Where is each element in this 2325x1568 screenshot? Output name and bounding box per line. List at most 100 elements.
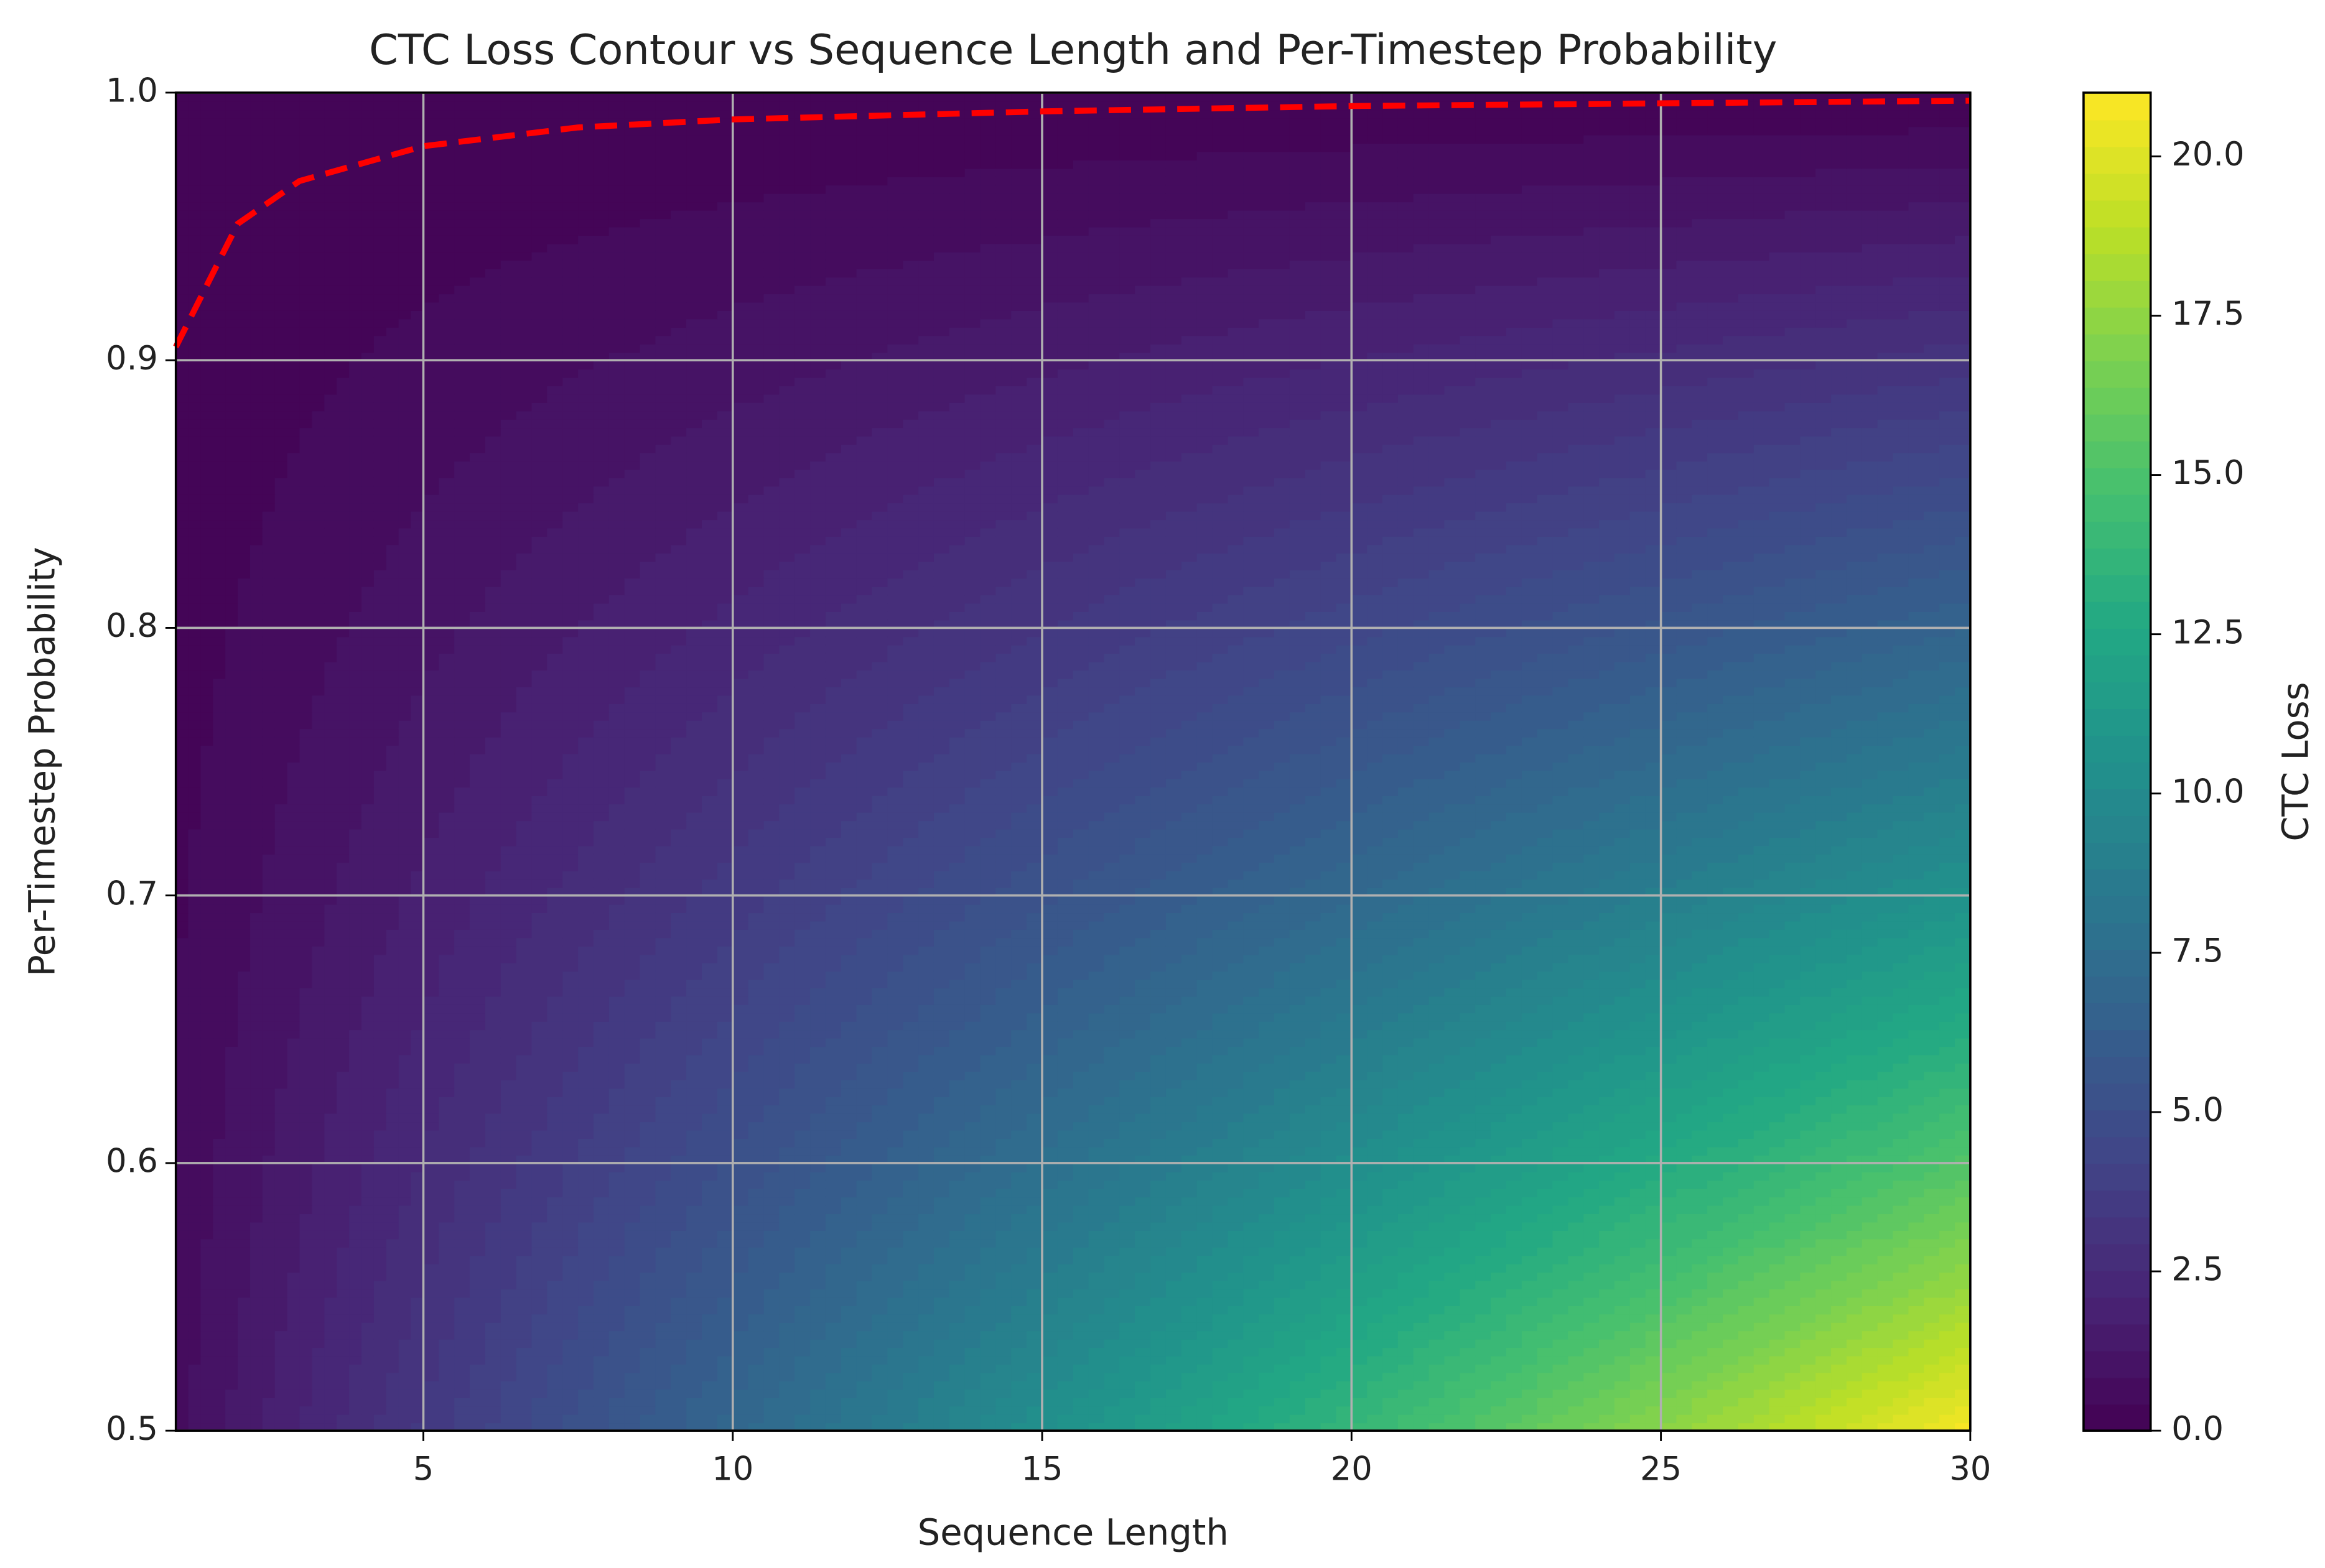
contour-cell [439, 1029, 455, 1039]
contour-cell [562, 1121, 579, 1131]
contour-cell [1568, 1355, 1585, 1365]
contour-cell [1521, 1347, 1539, 1357]
contour-cell [312, 1271, 325, 1281]
contour-cell [1073, 1079, 1090, 1089]
contour-cell [1397, 1179, 1415, 1189]
contour-cell [1196, 1046, 1213, 1055]
contour-cell [361, 1255, 375, 1264]
contour-cell [841, 1230, 858, 1240]
contour-cell [1104, 1355, 1121, 1365]
contour-cell [748, 1255, 765, 1264]
contour-cell [1815, 1414, 1832, 1424]
contour-cell [1599, 1397, 1616, 1407]
contour-cell [1212, 1213, 1229, 1223]
contour-cell [779, 1305, 796, 1315]
contour-cell [686, 1188, 703, 1198]
contour-cell [640, 1313, 656, 1323]
contour-cell [794, 1271, 811, 1281]
contour-cell [593, 1121, 610, 1131]
contour-cell [1800, 1305, 1817, 1315]
contour-cell [964, 1113, 982, 1123]
contour-cell [671, 1246, 687, 1256]
contour-cell [1181, 1205, 1198, 1215]
contour-cell [1289, 1238, 1307, 1248]
contour-cell [655, 1188, 672, 1198]
contour-cell [933, 1372, 951, 1381]
contour-cell [980, 1087, 997, 1097]
contour-cell [411, 1246, 424, 1256]
contour-cell [324, 1355, 338, 1365]
contour-cell [470, 1029, 487, 1039]
contour-cell [1568, 1230, 1585, 1240]
contour-cell [398, 1179, 412, 1189]
contour-cell [732, 1230, 750, 1240]
contour-cell [274, 1222, 289, 1231]
contour-cell [578, 1079, 595, 1089]
contour-cell [1846, 1162, 1863, 1172]
contour-cell [1259, 1188, 1275, 1198]
contour-cell [398, 1037, 412, 1047]
contour-cell [640, 1054, 656, 1064]
contour-cell [1011, 1146, 1028, 1156]
contour-cell [918, 1130, 935, 1139]
contour-cell [608, 1288, 626, 1298]
contour-cell [671, 1188, 687, 1198]
contour-cell [1939, 1372, 1956, 1381]
contour-cell [640, 1062, 656, 1072]
contour-cell [1583, 1372, 1600, 1381]
contour-cell [903, 1405, 920, 1415]
contour-cell [593, 1113, 610, 1123]
contour-cell [1629, 1271, 1647, 1281]
contour-cell [411, 1271, 424, 1281]
contour-cell [324, 1305, 338, 1315]
contour-cell [903, 1330, 920, 1340]
contour-cell [593, 1188, 610, 1198]
contour-cell [1259, 1205, 1275, 1215]
contour-cell [1181, 1222, 1198, 1231]
contour-cell [470, 1054, 487, 1064]
contour-cell [1908, 1405, 1925, 1415]
contour-cell [500, 1255, 518, 1264]
contour-cell [1506, 1179, 1523, 1189]
contour-cell [1073, 1138, 1090, 1148]
contour-cell [349, 1405, 363, 1415]
contour-cell [175, 1138, 189, 1148]
contour-cell [918, 1179, 935, 1189]
contour-cell [856, 1029, 873, 1039]
contour-cell [1011, 1205, 1028, 1215]
contour-cell [732, 1037, 750, 1047]
contour-cell [225, 1347, 239, 1357]
contour-cell [640, 1213, 656, 1223]
contour-cell [398, 1355, 412, 1365]
contour-cell [887, 1297, 904, 1306]
contour-cell [794, 1380, 811, 1390]
contour-cell [1521, 1171, 1539, 1181]
contour-cell [1831, 1230, 1848, 1240]
contour-cell [1521, 1322, 1539, 1332]
contour-cell [1181, 1246, 1198, 1256]
contour-cell [1506, 1238, 1523, 1248]
contour-cell [1676, 1171, 1693, 1181]
contour-cell [423, 1238, 440, 1248]
contour-cell [470, 1338, 487, 1348]
contour-cell [1336, 1196, 1353, 1206]
contour-cell [1243, 1238, 1260, 1248]
contour-cell [995, 1113, 1012, 1123]
contour-cell [373, 1405, 388, 1415]
contour-cell [918, 1138, 935, 1148]
contour-cell [964, 1046, 982, 1055]
contour-cell [485, 1188, 502, 1198]
contour-cell [1861, 1213, 1879, 1223]
contour-cell [1877, 1213, 1894, 1223]
contour-cell [1042, 1188, 1059, 1198]
contour-cell [1057, 1405, 1074, 1415]
contour-cell [872, 1271, 888, 1281]
contour-cell [1289, 1196, 1307, 1206]
contour-cell [312, 1322, 325, 1332]
contour-cell [1599, 1347, 1616, 1357]
contour-cell [671, 1230, 687, 1240]
contour-cell [1397, 1297, 1415, 1306]
contour-cell [531, 1380, 548, 1390]
contour-cell [1027, 1313, 1043, 1323]
contour-cell [1336, 1397, 1353, 1407]
